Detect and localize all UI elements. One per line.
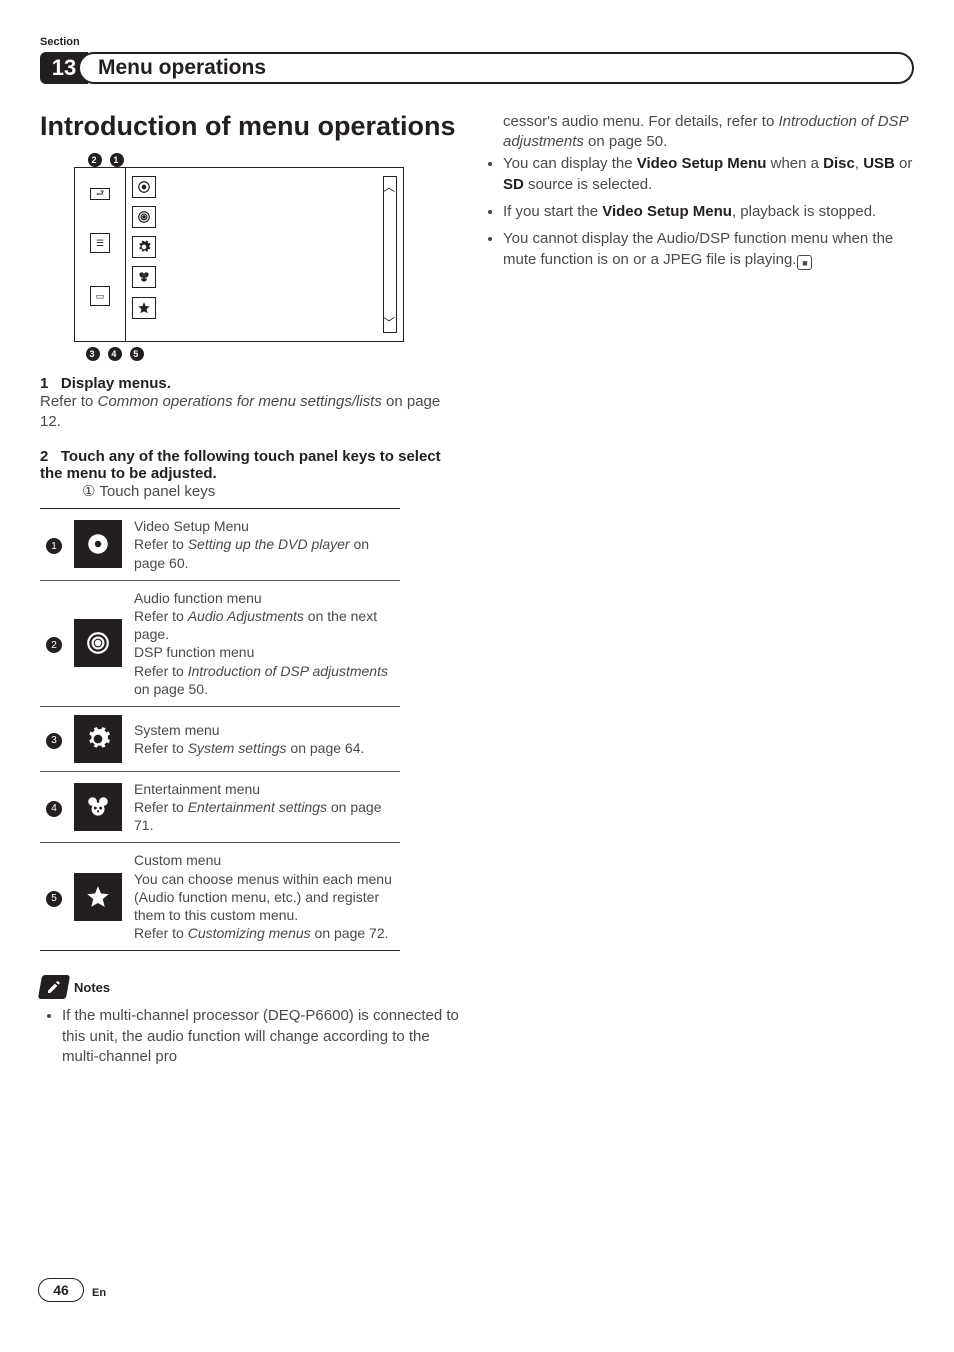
- audio-icon: [74, 619, 122, 667]
- table-row: 2 Audio function menu Refer to Audio Adj…: [40, 580, 400, 706]
- section-header-row: 13 Menu operations: [40, 52, 914, 84]
- step2-heading: 2 Touch any of the following touch panel…: [40, 448, 465, 482]
- menu-screen-diagram: 2 1 ⮐ ☰ ▭: [74, 150, 465, 361]
- bear-icon: [74, 783, 122, 831]
- page-heading: Introduction of menu operations: [40, 112, 465, 142]
- page-lang: En: [92, 1281, 106, 1299]
- row-number: 1: [46, 538, 62, 554]
- left-column: Introduction of menu operations 2 1 ⮐ ☰ …: [40, 112, 465, 1071]
- note-continuation: cessor's audio menu. For details, refer …: [503, 112, 914, 153]
- touch-keys-table: 1 Video Setup Menu Refer to Setting up t…: [40, 508, 400, 951]
- row-number: 4: [46, 801, 62, 817]
- row-description: Audio function menu Refer to Audio Adjus…: [128, 580, 400, 706]
- row-description: System menu Refer to System settings on …: [128, 706, 400, 771]
- right-column: cessor's audio menu. For details, refer …: [489, 112, 914, 1071]
- table-row: 1 Video Setup Menu Refer to Setting up t…: [40, 509, 400, 581]
- notes-list-left: If the multi-channel processor (DEQ-P660…: [40, 1006, 465, 1067]
- gear-icon: [74, 715, 122, 763]
- row-description: Video Setup Menu Refer to Setting up the…: [128, 509, 400, 581]
- row-description: Custom menu You can choose menus within …: [128, 843, 400, 951]
- table-row: 4 Entertainment menu Refer to Entertainm…: [40, 771, 400, 843]
- stop-icon: ■: [797, 255, 812, 270]
- row-number: 2: [46, 637, 62, 653]
- step1-body: Refer to Common operations for menu sett…: [40, 392, 465, 433]
- diagram-callouts-bottom: 3 4 5: [80, 344, 465, 361]
- disc-icon: [74, 520, 122, 568]
- notes-label: Notes: [74, 980, 110, 995]
- page-number-badge: 46 En: [38, 1278, 106, 1302]
- notes-badge: Notes: [40, 975, 110, 999]
- note-item: You cannot display the Audio/DSP functio…: [503, 228, 914, 271]
- pencil-icon: [38, 975, 70, 999]
- section-title: Menu operations: [98, 56, 266, 80]
- step2-subline: ① Touch panel keys: [82, 482, 465, 500]
- step1-heading: 1 Display menus.: [40, 375, 465, 392]
- section-label: Section: [40, 36, 914, 48]
- notes-list-right: You can display the Video Setup Menu whe…: [489, 153, 914, 271]
- note-item: You can display the Video Setup Menu whe…: [503, 153, 914, 195]
- diagram-callouts-top: 2 1: [88, 150, 465, 167]
- row-number: 3: [46, 733, 62, 749]
- note-item: If you start the Video Setup Menu, playb…: [503, 201, 914, 222]
- row-description: Entertainment menu Refer to Entertainmen…: [128, 771, 400, 843]
- star-icon: [74, 873, 122, 921]
- section-title-pill: Menu operations: [78, 52, 914, 84]
- table-row: 5 Custom menu You can choose menus withi…: [40, 843, 400, 951]
- table-row: 3 System menu Refer to System settings o…: [40, 706, 400, 771]
- note-item: If the multi-channel processor (DEQ-P660…: [62, 1006, 465, 1067]
- row-number: 5: [46, 891, 62, 907]
- page-number: 46: [38, 1278, 84, 1302]
